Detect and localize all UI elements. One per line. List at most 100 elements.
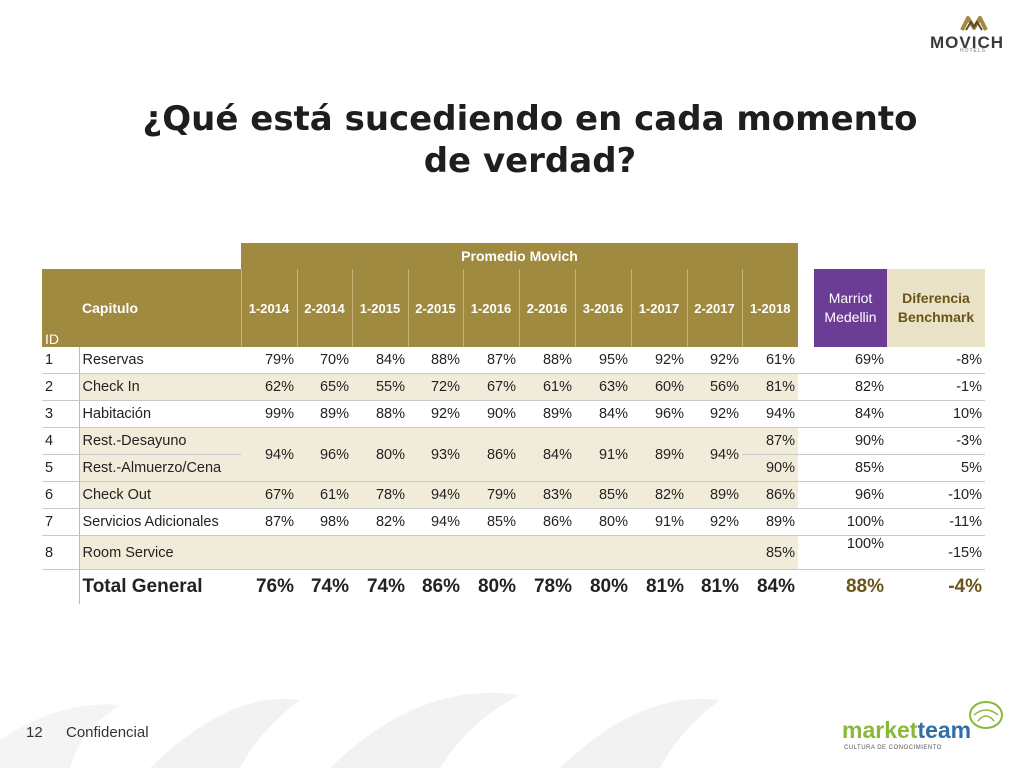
table-row: 7 Servicios Adicionales 87% 98% 82% 94% 85% 86%… [42,508,985,536]
row-value: 72% [408,373,463,401]
group-header-row: Promedio Movich [42,243,985,269]
total-value: 84% [756,576,795,597]
row-label: Rest.-Desayuno [78,427,241,455]
row-value: 61% [297,481,352,509]
period-header: 3-2016 [574,269,631,347]
row-id: 4 [42,427,79,455]
row-value: 88% [352,400,408,428]
spacer [798,373,814,401]
total-value: 86% [421,576,460,597]
row-label: Habitación [78,400,241,428]
partner-wordmark: marketteam [842,717,972,743]
row-value: 92% [408,400,463,428]
row-value: 86% [742,481,798,509]
row-value: 67% [463,373,519,401]
row-value: 89% [297,400,352,428]
spacer [798,427,814,455]
marriott-value: 84% [814,400,887,428]
row-value [352,535,408,570]
row-value: 92% [687,347,742,374]
benchmark-value: -10% [887,481,985,509]
row-value: 88% [519,347,575,374]
row-value [463,535,519,570]
row-value: 60% [631,373,687,401]
row-label: Servicios Adicionales [78,508,241,536]
total-value: 74% [366,576,405,597]
row-value: 82% [631,481,687,509]
chapter-header: Capitulo [79,269,241,347]
row-value: 65% [297,373,352,401]
row-value: 84% [352,347,408,374]
row-value: 80% [352,427,408,482]
row-value: 91% [631,508,687,536]
row-value: 61% [742,347,798,374]
row-value: 79% [463,481,519,509]
spacer [798,347,814,374]
row-value: 96% [297,427,352,482]
row-value: 94% [687,427,742,482]
row-value: 80% [575,508,631,536]
row-value [575,535,631,570]
row-value: 91% [575,427,631,482]
row-value: 92% [631,347,687,374]
total-row: Total General 76% 74% 74% 86% 80% 78% 80% 81% 81%… [42,569,985,605]
row-value: 87% [463,347,519,374]
spacer [798,508,814,536]
total-id-cell [42,570,79,605]
period-header: 1-2016 [462,269,519,347]
results-table: Promedio Movich ID Capitulo 1-2014 2-201… [42,243,985,604]
row-value: 99% [241,400,297,428]
brand-name: MOVICH [930,33,1004,52]
row-value: 84% [519,427,575,482]
row-value: 67% [241,481,297,509]
total-value: 81% [645,576,684,597]
period-header: 2-2017 [686,269,742,347]
table-row: 3 Habitación 99% 89% 88% 92% 90% 89% 84% 96% 92% 94… [42,400,985,428]
row-value: 81% [742,373,798,401]
benchmark-value: -1% [887,373,985,401]
row-value: 90% [463,400,519,428]
marriott-header: Marriot Medellin [814,269,887,347]
period-header: 1-2018 [741,269,798,347]
row-value: 89% [687,481,742,509]
row-value: 86% [519,508,575,536]
row-value: 92% [687,508,742,536]
row-value: 98% [297,508,352,536]
period-header: 1-2014 [240,269,297,347]
column-header-row: ID Capitulo 1-2014 2-2014 1-2015 2-2015 … [42,269,985,347]
row-id: 1 [42,347,79,374]
row-value: 79% [241,347,297,374]
table-body: 1 Reservas 79% 70% 84% 88% 87% 88% 95% 92% 92% 61% 6… [42,347,985,604]
row-value: 89% [631,427,687,482]
row-id: 7 [42,508,79,536]
spacer [798,535,814,570]
row-value: 85% [575,481,631,509]
row-value: 55% [352,373,408,401]
row-value: 86% [463,427,519,482]
row-label: Reservas [78,347,241,374]
table-row: 1 Reservas 79% 70% 84% 88% 87% 88% 95% 92% 92% 61% 6… [42,347,985,374]
row-value: 56% [687,373,742,401]
table-row: 6 Check Out 67% 61% 78% 94% 79% 83% 85% 82% 89% 86%… [42,481,985,509]
total-value: 76% [255,576,294,597]
row-value: 63% [575,373,631,401]
spacer [798,454,814,482]
row-value: 95% [575,347,631,374]
table-row: 4 Rest.-Desayuno 94% 96% 80% 93% 86% 84% 91% 89% 9… [42,427,985,482]
row-value: 94% [742,400,798,428]
row-id: 3 [42,400,79,428]
row-label: Check In [78,373,241,401]
confidential-label: Confidencial [66,724,149,741]
row-value: 62% [241,373,297,401]
row-value [297,535,352,570]
total-value: 80% [477,576,516,597]
total-value: 80% [589,576,628,597]
brand-subtitle: HOTELS [960,48,987,54]
total-value: 81% [700,576,739,597]
total-value: 74% [310,576,349,597]
marriott-value: 96% [814,481,887,509]
row-label: Check Out [78,481,241,509]
row-value: 94% [408,481,463,509]
row-id: 6 [42,481,79,509]
